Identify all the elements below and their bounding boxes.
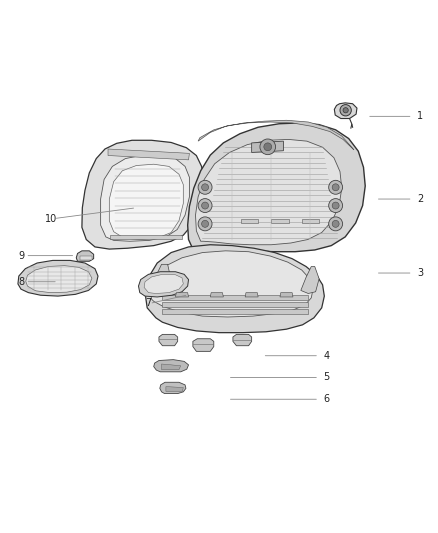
Polygon shape (162, 295, 308, 300)
Polygon shape (195, 140, 342, 245)
Polygon shape (110, 235, 182, 239)
Circle shape (264, 143, 272, 151)
Polygon shape (76, 251, 94, 261)
Polygon shape (241, 220, 258, 223)
Circle shape (340, 104, 351, 116)
Polygon shape (193, 339, 214, 351)
Polygon shape (144, 274, 184, 294)
Polygon shape (26, 265, 92, 293)
Polygon shape (101, 156, 189, 241)
Polygon shape (18, 261, 98, 296)
Polygon shape (245, 293, 258, 297)
Polygon shape (160, 382, 186, 393)
Circle shape (198, 217, 212, 231)
Polygon shape (233, 334, 252, 346)
Circle shape (332, 184, 339, 191)
Circle shape (332, 220, 339, 228)
Polygon shape (82, 140, 204, 249)
Circle shape (332, 202, 339, 209)
Circle shape (201, 220, 208, 228)
Polygon shape (280, 293, 293, 297)
Text: 6: 6 (323, 394, 329, 404)
Polygon shape (210, 293, 223, 297)
Text: 10: 10 (45, 214, 57, 224)
Polygon shape (301, 266, 319, 294)
Circle shape (328, 180, 343, 194)
Text: 7: 7 (145, 298, 151, 309)
Text: 5: 5 (323, 373, 330, 383)
Polygon shape (252, 141, 283, 152)
Polygon shape (166, 386, 184, 391)
Circle shape (343, 108, 348, 113)
Text: 1: 1 (417, 111, 423, 122)
Circle shape (260, 139, 276, 155)
Polygon shape (302, 220, 319, 223)
Polygon shape (271, 220, 289, 223)
Polygon shape (154, 360, 188, 372)
Circle shape (198, 199, 212, 213)
Polygon shape (198, 120, 354, 150)
Text: 2: 2 (417, 194, 423, 204)
Text: 8: 8 (19, 277, 25, 287)
Polygon shape (156, 264, 170, 293)
Polygon shape (108, 149, 189, 160)
Text: 3: 3 (417, 268, 423, 278)
Polygon shape (334, 103, 357, 118)
Circle shape (328, 199, 343, 213)
Polygon shape (80, 256, 92, 260)
Polygon shape (159, 334, 178, 346)
Polygon shape (110, 164, 184, 239)
Circle shape (198, 180, 212, 194)
Polygon shape (176, 293, 188, 297)
Circle shape (201, 202, 208, 209)
Polygon shape (145, 245, 324, 333)
Text: 9: 9 (19, 251, 25, 261)
Polygon shape (138, 272, 188, 297)
Polygon shape (162, 364, 181, 370)
Circle shape (328, 217, 343, 231)
Polygon shape (162, 302, 308, 306)
Polygon shape (150, 251, 313, 317)
Circle shape (201, 184, 208, 191)
Polygon shape (162, 309, 308, 313)
Polygon shape (187, 123, 365, 252)
Text: 4: 4 (323, 351, 329, 361)
